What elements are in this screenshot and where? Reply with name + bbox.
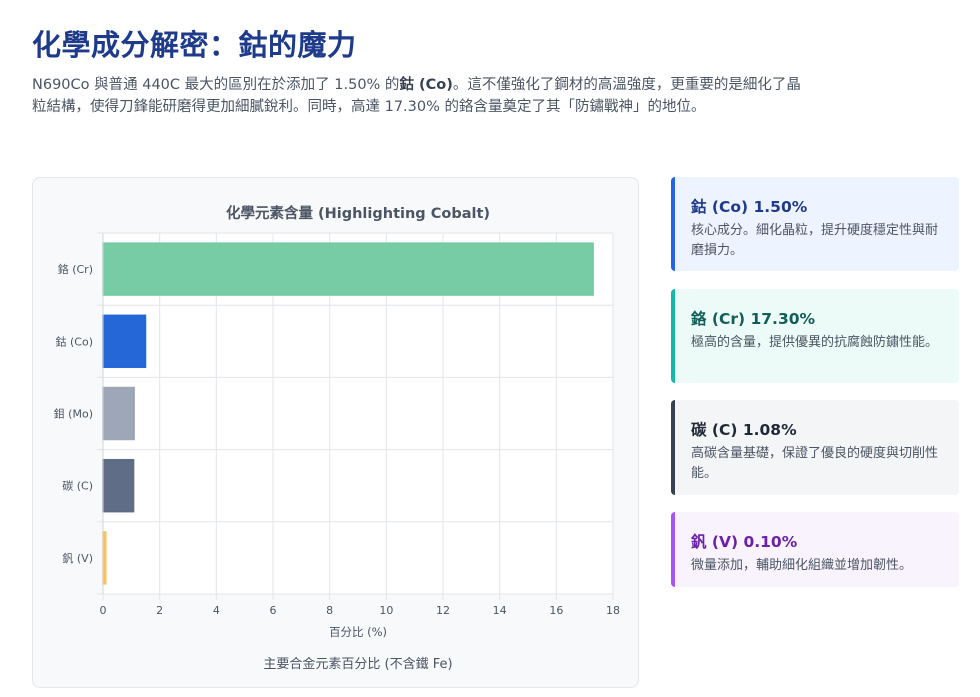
intro-highlight: 鈷 (Co) — [399, 77, 453, 93]
chart-footer: 主要合金元素百分比 (不含鐵 Fe) — [263, 656, 452, 672]
info-card-description: 核心成分。細化晶粒，提升硬度穩定性與耐磨損力。 — [691, 223, 939, 258]
chart-card: 化學元素含量 (Highlighting Cobalt) 0 2 4 6 8 10 12 14 1… — [32, 177, 639, 688]
info-card: 釩 (V) 0.10% 微量添加，輔助細化組織並增加韌性。 — [671, 512, 959, 587]
info-card: 鈷 (Co) 1.50% 核心成分。細化晶粒，提升硬度穩定性與耐磨損力。 — [671, 177, 959, 271]
chart-title: 化學元素含量 (Highlighting Cobalt) — [226, 204, 490, 222]
x-tick-label: 10 — [379, 604, 393, 617]
x-tick-label: 2 — [156, 604, 163, 617]
y-tick-label: 鈷 (Co) — [56, 334, 94, 348]
x-axis-label: 百分比 (%) — [329, 625, 387, 639]
x-tick-label: 0 — [100, 604, 107, 617]
intro-text-2: 。這不僅強化了鋼材的高溫強度，更重要的是細化了晶粒結構，使得刀鋒能研磨得更加細膩… — [32, 77, 801, 115]
x-tick-label: 8 — [326, 604, 333, 617]
x-tick-label: 18 — [606, 604, 620, 617]
info-card: 鉻 (Cr) 17.30% 極高的含量，提供優異的抗腐蝕防鏽性能。 — [671, 289, 959, 383]
info-card-title: 釩 (V) 0.10% — [691, 533, 798, 551]
intro-text-1: N690Co 與普通 440C 最大的區別在於添加了 1.50% 的 — [32, 77, 400, 93]
y-tick-label: 碳 (C) — [62, 479, 93, 493]
y-tick-label: 釩 (V) — [62, 551, 93, 565]
bar-chart: 化學元素含量 (Highlighting Cobalt) 0 2 4 6 8 10 12 14 1… — [54, 204, 620, 672]
x-tick-label: 14 — [493, 604, 507, 617]
info-card-title: 鉻 (Cr) 17.30% — [691, 310, 816, 328]
info-card-description: 微量添加，輔助細化組織並增加韌性。 — [691, 558, 913, 573]
intro-paragraph: N690Co 與普通 440C 最大的區別在於添加了 1.50% 的鈷 (Co)… — [32, 74, 802, 118]
info-card-title: 碳 (C) 1.08% — [691, 421, 797, 439]
bar — [102, 458, 135, 513]
x-tick-label: 16 — [549, 604, 563, 617]
bar — [102, 314, 147, 369]
info-card: 碳 (C) 1.08% 高碳含量基礎，保證了優良的硬度與切削性能。 — [671, 400, 959, 495]
x-tick-label: 6 — [270, 604, 277, 617]
info-card-title: 鈷 (Co) 1.50% — [691, 198, 808, 216]
bar — [102, 242, 594, 296]
info-card-description: 極高的含量，提供優異的抗腐蝕防鏽性能。 — [691, 335, 939, 350]
info-card-description: 高碳含量基礎，保證了優良的硬度與切削性能。 — [691, 446, 939, 481]
x-tick-label: 4 — [213, 604, 220, 617]
y-tick-label: 鉬 (Mo) — [54, 407, 93, 421]
x-tick-label: 12 — [436, 604, 450, 617]
bar — [102, 386, 135, 441]
page-title: 化學成分解密：鈷的魔力 — [32, 28, 357, 62]
y-tick-label: 鉻 (Cr) — [58, 262, 93, 276]
